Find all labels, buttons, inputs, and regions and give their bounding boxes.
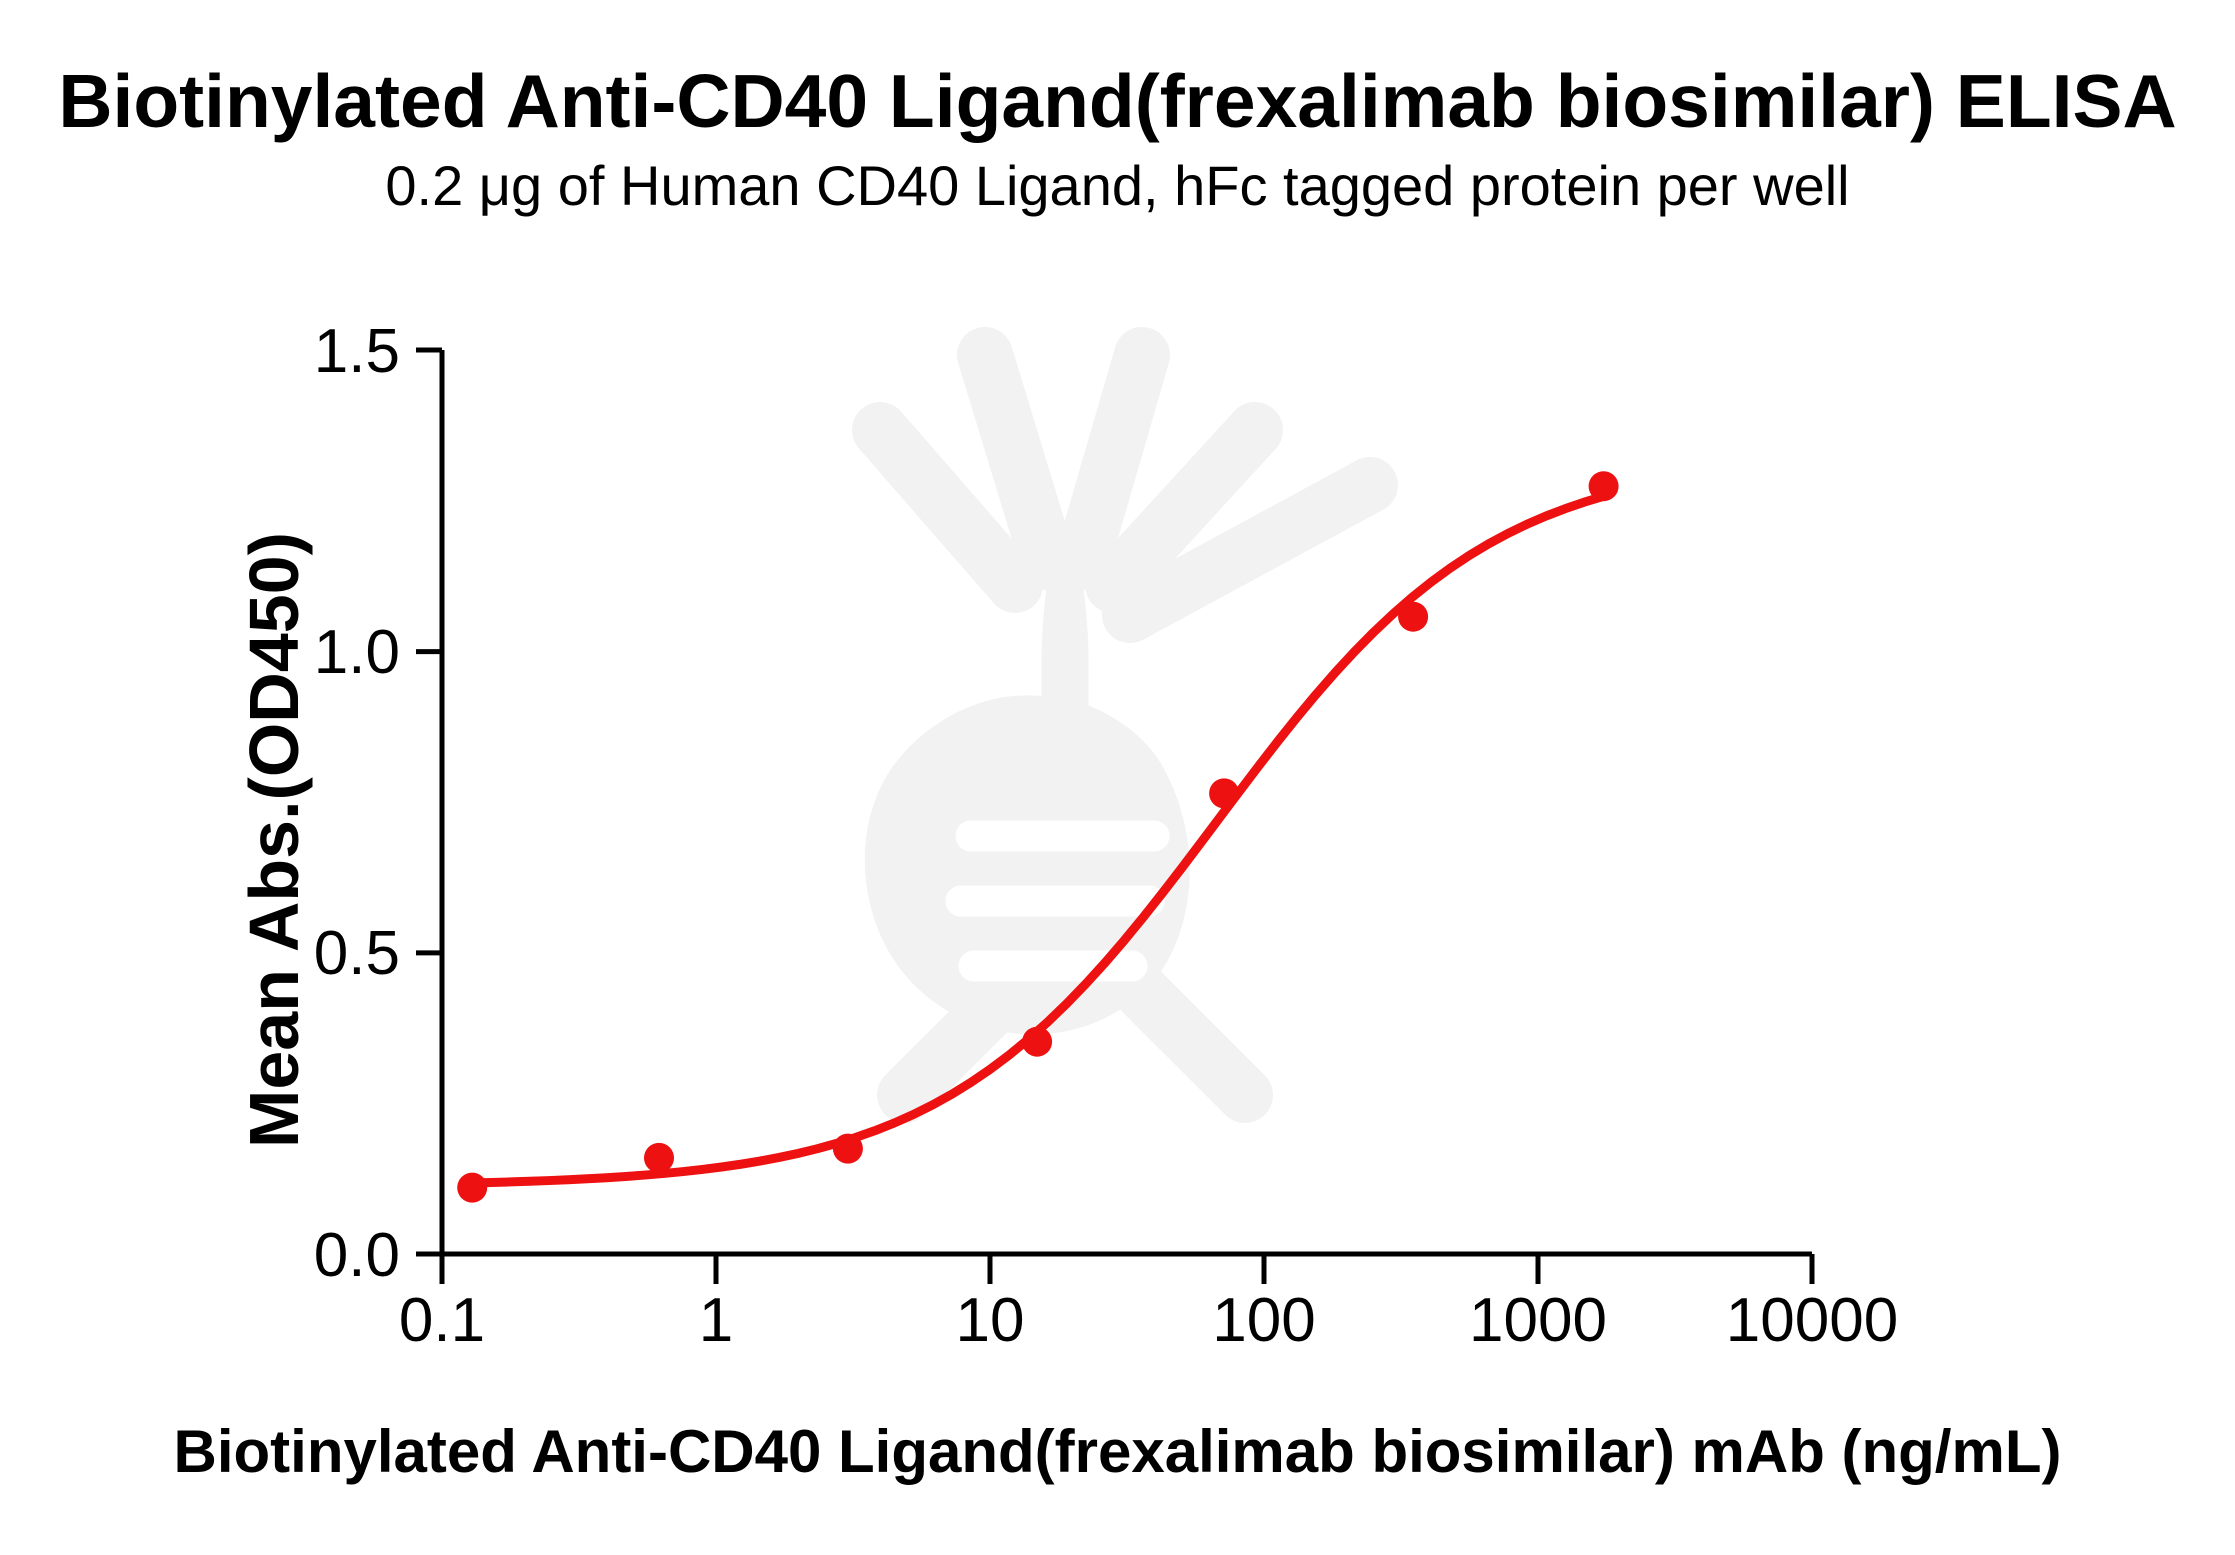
svg-text:1.0: 1.0 [314,618,400,687]
svg-text:0.1: 0.1 [399,1286,485,1355]
svg-text:Mean Abs.(OD450): Mean Abs.(OD450) [235,532,313,1148]
svg-text:0.5: 0.5 [314,919,400,988]
svg-text:1: 1 [699,1286,733,1355]
svg-text:1000: 1000 [1469,1286,1607,1355]
svg-text:10: 10 [956,1286,1025,1355]
svg-text:100: 100 [1212,1286,1315,1355]
svg-text:10000: 10000 [1726,1286,1898,1355]
svg-text:0.0: 0.0 [314,1221,400,1290]
svg-text:1.5: 1.5 [314,317,400,386]
